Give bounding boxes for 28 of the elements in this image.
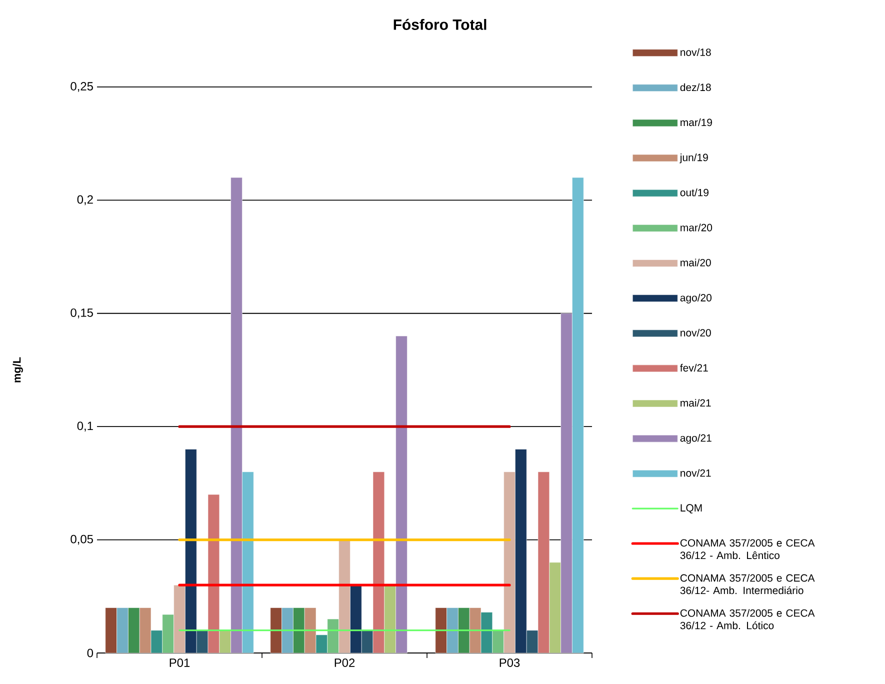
- legend-label: nov/18: [680, 48, 711, 56]
- y-tick-label: 0,25: [70, 82, 93, 92]
- y-tick-label: 0,15: [70, 308, 93, 318]
- legend-label: ago/20: [680, 294, 712, 304]
- legend-label: nov/20: [680, 328, 711, 337]
- legend-label: mar/19: [680, 118, 712, 126]
- x-tick-label: P01: [170, 658, 190, 667]
- legend-label: mai/21: [680, 398, 711, 407]
- legend-label: dez/18: [680, 83, 711, 92]
- chart-title: Fósforo Total: [394, 18, 486, 30]
- y-tick-label: 0,2: [77, 195, 93, 206]
- y-tick-label: 0: [87, 648, 94, 658]
- legend-label: fev/21: [680, 364, 708, 372]
- legend-label: nov/21: [680, 469, 711, 477]
- y-tick-label: 0,1: [77, 422, 93, 432]
- y-axis-title: mg/L: [12, 357, 23, 382]
- legend-label: CONAMA 357/2005 e CECA 36/12 - Amb. Lêntico: [680, 538, 815, 560]
- legend-label: jun/19: [680, 153, 708, 164]
- x-tick-label: P03: [500, 658, 520, 667]
- legend-label: out/19: [680, 188, 708, 196]
- x-tick-label: P02: [334, 658, 355, 667]
- legend-label: CONAMA 357/2005 e CECA 36/12- Amb. Intermediário: [680, 574, 815, 594]
- legend-label: LQM: [680, 504, 702, 514]
- y-tick-label: 0,05: [70, 534, 93, 545]
- legend-label: ago/21: [680, 434, 712, 444]
- legend-label: mai/20: [680, 258, 711, 266]
- legend-label: mar/20: [680, 224, 712, 232]
- legend-label: CONAMA 357/2005 e CECA 36/12 - Amb. Lótico: [680, 609, 815, 630]
